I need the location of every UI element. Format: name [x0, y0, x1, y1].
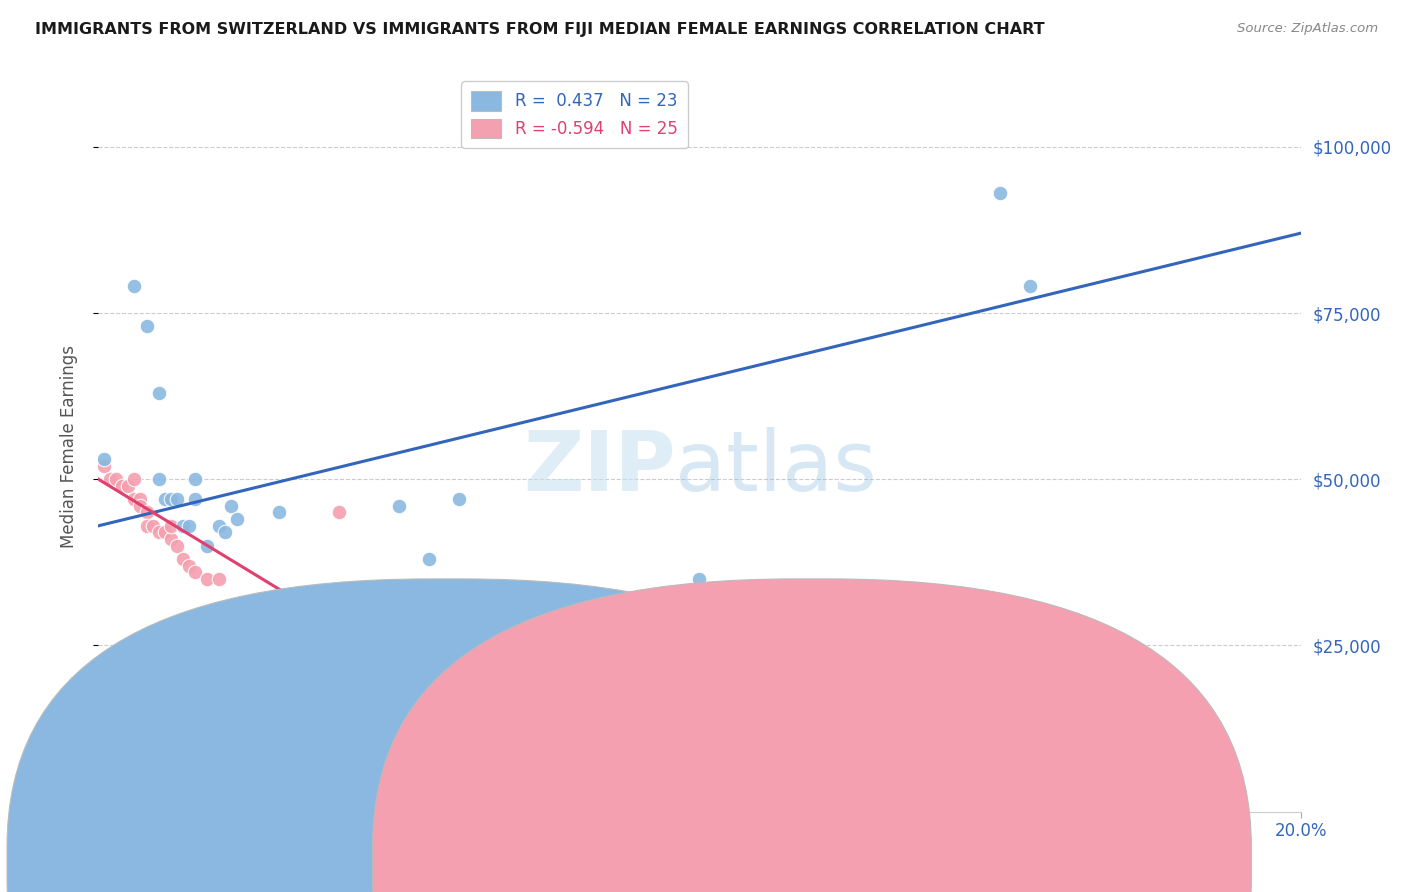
Point [100, 472, 122, 486]
Point [172, 518, 194, 533]
Point [1019, 279, 1042, 293]
Text: ZIP: ZIP [523, 427, 675, 508]
Point [328, 506, 350, 520]
Point [208, 518, 231, 533]
Point [124, 472, 146, 486]
Point [388, 499, 411, 513]
Point [225, 512, 247, 526]
Point [93, 458, 115, 473]
Point [219, 499, 242, 513]
Point [124, 279, 146, 293]
Point [153, 525, 176, 540]
Point [183, 472, 205, 486]
Legend: R =  0.437   N = 23, R = -0.594   N = 25: R = 0.437 N = 23, R = -0.594 N = 25 [461, 81, 688, 148]
Point [238, 718, 260, 732]
Text: Immigrants from Fiji: Immigrants from Fiji [841, 856, 994, 871]
Text: IMMIGRANTS FROM SWITZERLAND VS IMMIGRANTS FROM FIJI MEDIAN FEMALE EARNINGS CORRE: IMMIGRANTS FROM SWITZERLAND VS IMMIGRANT… [35, 22, 1045, 37]
Point [129, 499, 152, 513]
Point [129, 492, 152, 507]
Point [117, 479, 139, 493]
Point [159, 518, 181, 533]
Point [172, 552, 194, 566]
Point [988, 186, 1011, 201]
Point [447, 492, 470, 507]
Point [177, 558, 200, 573]
Text: atlas: atlas [675, 427, 877, 508]
Point [93, 452, 115, 467]
Point [111, 479, 134, 493]
Point [166, 539, 188, 553]
Text: Source: ZipAtlas.com: Source: ZipAtlas.com [1237, 22, 1378, 36]
Point [183, 492, 205, 507]
Point [148, 472, 170, 486]
Point [177, 518, 200, 533]
Point [124, 492, 146, 507]
Point [148, 385, 170, 400]
Point [267, 725, 290, 739]
Point [214, 525, 236, 540]
Point [166, 492, 188, 507]
Point [689, 572, 711, 586]
Point [135, 319, 157, 334]
Point [159, 532, 181, 546]
Point [105, 472, 128, 486]
Y-axis label: Median Female Earnings: Median Female Earnings [59, 344, 77, 548]
Point [153, 492, 176, 507]
Text: Immigrants from Switzerland: Immigrants from Switzerland [475, 856, 697, 871]
Point [208, 572, 231, 586]
Point [148, 525, 170, 540]
Point [267, 506, 290, 520]
Point [183, 566, 205, 580]
Point [135, 518, 157, 533]
Point [135, 506, 157, 520]
Point [195, 572, 218, 586]
Point [141, 518, 163, 533]
Point [195, 539, 218, 553]
Point [159, 492, 181, 507]
Point [418, 552, 440, 566]
